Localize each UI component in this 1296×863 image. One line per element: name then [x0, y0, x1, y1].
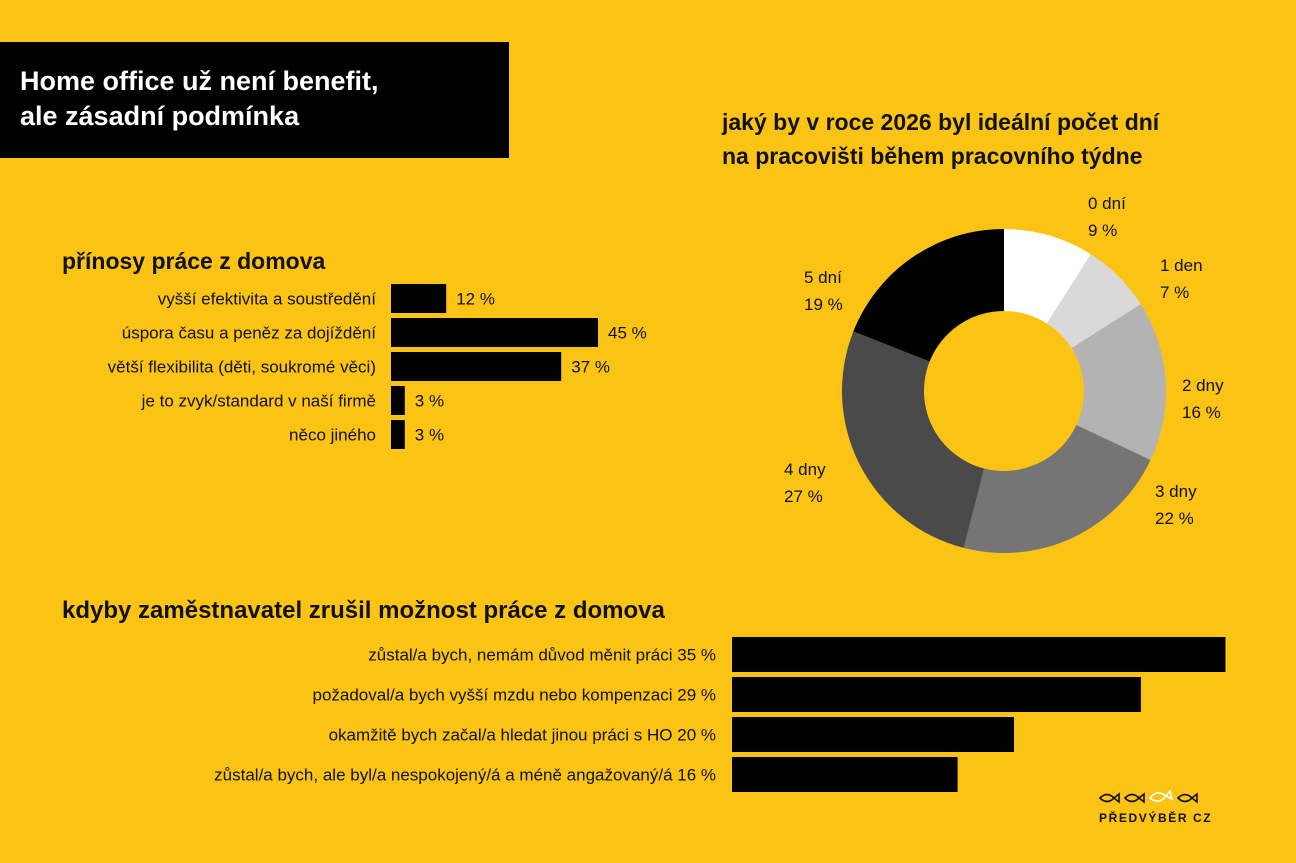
donut-slice	[842, 331, 985, 548]
donut-category-label: 5 dní	[804, 268, 842, 287]
benefit-bar	[391, 352, 562, 381]
quit-bar	[732, 757, 958, 792]
quit-category-label: zůstal/a bych, ale byl/a nespokojený/á a…	[214, 766, 716, 785]
headline-line-2: ale zásadní podmínka	[20, 101, 300, 131]
donut-category-label: 3 dny	[1155, 482, 1197, 501]
benefits-chart-title: přínosy práce z domova	[62, 248, 326, 274]
donut-title-line-1: jaký by v roce 2026 byl ideální počet dn…	[722, 109, 1160, 135]
benefit-value-label: 45 %	[608, 324, 647, 343]
donut-category-label: 0 dní	[1088, 194, 1126, 213]
quit-bar	[732, 677, 1141, 712]
donut-title-line-2: na pracovišti během pracovního týdne	[722, 143, 1143, 169]
office-days-donut-chart: 0 dní 9 % 1 den 7 % 2 dny 16 % 3 dny 22 % 4 dny 2…	[784, 194, 1224, 553]
benefit-bar	[391, 420, 405, 449]
donut-value-label: 9 %	[1088, 221, 1117, 240]
donut-value-label: 27 %	[784, 487, 823, 506]
donut-category-label: 1 den	[1160, 256, 1203, 275]
benefit-bar	[391, 284, 447, 313]
quit-chart-title: kdyby zaměstnavatel zrušil možnost práce…	[62, 597, 665, 624]
benefit-bar	[391, 318, 598, 347]
benefits-bar-chart: vyšší efektivita a soustředění 12 % úspora…	[108, 284, 647, 449]
donut-slice	[963, 425, 1151, 553]
donut-slice	[1046, 254, 1141, 349]
fish-row-icon	[1098, 789, 1198, 804]
donut-slice	[1071, 304, 1166, 460]
headline-box: Home office už není benefit, ale zásadní…	[0, 42, 509, 158]
quit-bar	[732, 717, 1014, 752]
headline-line-1: Home office už není benefit,	[20, 66, 379, 96]
donut-slice	[853, 229, 1004, 362]
benefit-category-label: úspora času a peněz za dojíždění	[122, 324, 377, 343]
benefit-category-label: větší flexibilita (děti, soukromé věci)	[108, 358, 376, 377]
brand-name: PŘEDVÝBĚR CZ	[1099, 811, 1213, 825]
benefit-bar	[391, 386, 405, 415]
benefit-value-label: 12 %	[456, 290, 495, 309]
benefit-value-label: 3 %	[415, 392, 444, 411]
donut-chart-title: jaký by v roce 2026 byl ideální počet dn…	[722, 105, 1159, 173]
quit-bar-chart: zůstal/a bych, nemám důvod měnit práci 3…	[214, 637, 1226, 792]
quit-category-label: požadoval/a bych vyšší mzdu nebo kompenz…	[312, 686, 716, 705]
quit-category-label: zůstal/a bych, nemám důvod měnit práci 3…	[368, 646, 716, 665]
donut-category-label: 2 dny	[1182, 376, 1224, 395]
quit-bar	[732, 637, 1226, 672]
benefit-category-label: vyšší efektivita a soustředění	[158, 290, 377, 309]
donut-value-label: 22 %	[1155, 509, 1194, 528]
benefit-category-label: je to zvyk/standard v naší firmě	[141, 392, 376, 411]
benefit-value-label: 3 %	[415, 426, 444, 445]
donut-value-label: 16 %	[1182, 403, 1221, 422]
donut-category-label: 4 dny	[784, 460, 826, 479]
donut-value-label: 19 %	[804, 295, 843, 314]
benefit-value-label: 37 %	[571, 358, 610, 377]
donut-slice	[1004, 229, 1091, 324]
quit-category-label: okamžitě bych začal/a hledat jinou práci…	[329, 726, 716, 745]
benefit-category-label: něco jiného	[289, 426, 376, 445]
donut-value-label: 7 %	[1160, 283, 1189, 302]
